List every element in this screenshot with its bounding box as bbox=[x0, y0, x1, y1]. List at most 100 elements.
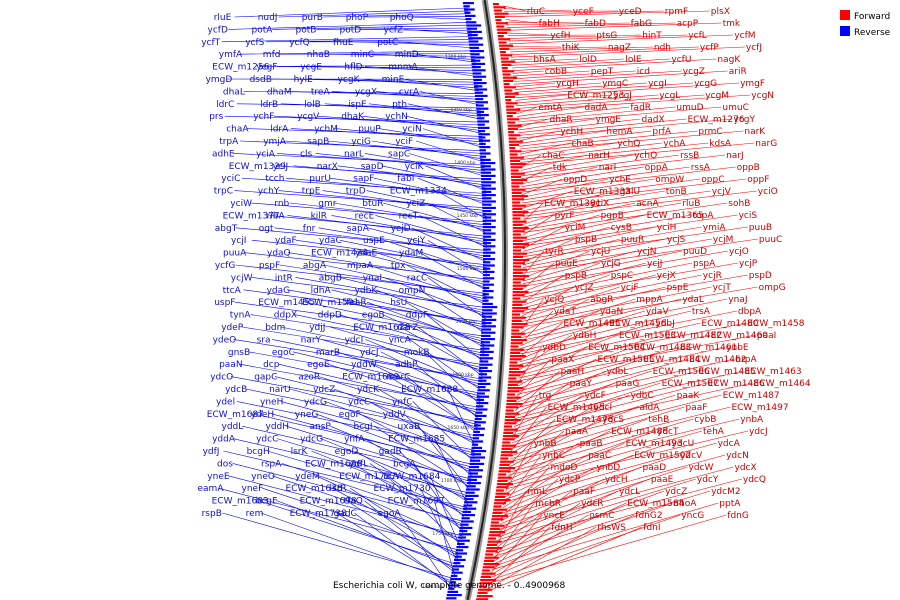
reverse-gene-mark bbox=[481, 315, 493, 318]
reverse-gene-mark bbox=[482, 283, 494, 286]
forward-connector bbox=[507, 34, 596, 36]
reverse-connector bbox=[265, 39, 473, 43]
reverse-connector bbox=[426, 314, 484, 363]
reverse-gene-label: rspB bbox=[202, 509, 222, 519]
reverse-gene-label: nudJ bbox=[258, 13, 278, 23]
reverse-gene-label: ydcJ bbox=[360, 348, 379, 358]
reverse-connector bbox=[224, 115, 482, 123]
reverse-gene-label: ECW_m1377 bbox=[223, 211, 280, 221]
forward-connector bbox=[497, 478, 696, 541]
forward-gene-mark bbox=[492, 511, 503, 514]
reverse-gene-mark bbox=[470, 56, 485, 59]
reverse-gene-mark bbox=[482, 238, 496, 241]
legend-forward-swatch bbox=[840, 10, 850, 20]
forward-gene-label: paaK bbox=[677, 391, 701, 401]
forward-connector bbox=[507, 32, 550, 36]
reverse-gene-label: fabI bbox=[397, 174, 414, 184]
reverse-gene-mark bbox=[447, 590, 459, 593]
reverse-gene-label: ychN bbox=[385, 112, 408, 122]
reverse-gene-mark bbox=[474, 421, 486, 424]
reverse-gene-mark bbox=[465, 21, 477, 24]
reverse-gene-mark bbox=[474, 88, 488, 91]
forward-connector bbox=[512, 58, 717, 71]
forward-gene-mark bbox=[494, 502, 506, 505]
reverse-connector bbox=[375, 91, 480, 103]
forward-gene-label: ariR bbox=[729, 67, 747, 77]
reverse-gene-mark bbox=[478, 130, 486, 133]
reverse-connector bbox=[382, 314, 484, 360]
reverse-gene-mark bbox=[479, 142, 486, 145]
forward-connector bbox=[519, 130, 698, 150]
reverse-gene-mark bbox=[452, 568, 459, 571]
forward-gene-label: ycfP bbox=[700, 43, 719, 53]
forward-gene-label: ydcJ bbox=[749, 427, 768, 437]
reverse-gene-mark bbox=[482, 277, 495, 280]
genome-caption: Escherichia coli W, complete genome. - 0… bbox=[333, 581, 566, 591]
forward-connector bbox=[515, 94, 613, 104]
reverse-connector bbox=[289, 202, 487, 226]
reverse-gene-mark bbox=[466, 482, 481, 485]
reverse-gene-mark bbox=[468, 40, 479, 43]
reverse-gene-mark bbox=[482, 302, 493, 305]
kbp-tick-label: 1350 kbp bbox=[451, 107, 472, 113]
reverse-connector bbox=[413, 463, 463, 534]
reverse-gene-label: ansP bbox=[310, 422, 332, 432]
reverse-gene-mark bbox=[480, 344, 495, 347]
reverse-gene-mark bbox=[466, 27, 477, 30]
forward-gene-label: yceF bbox=[573, 7, 594, 17]
reverse-gene-mark bbox=[457, 539, 470, 542]
reverse-gene-label: yncA bbox=[389, 335, 412, 345]
forward-gene-mark bbox=[505, 412, 520, 415]
reverse-gene-mark bbox=[482, 309, 493, 312]
reverse-gene-label: treA bbox=[311, 87, 331, 97]
forward-gene-label: dadX bbox=[642, 115, 665, 125]
reverse-connector bbox=[429, 475, 461, 548]
reverse-connector bbox=[228, 22, 471, 30]
reverse-connector bbox=[447, 388, 476, 448]
reverse-gene-label: ECW_m1697 bbox=[388, 497, 445, 507]
forward-gene-mark bbox=[508, 380, 523, 383]
reverse-connector bbox=[327, 363, 480, 414]
forward-gene-label: paaB bbox=[580, 439, 603, 449]
forward-gene-mark bbox=[508, 134, 521, 137]
reverse-connector bbox=[359, 413, 473, 474]
forward-gene-label: paaX bbox=[551, 355, 574, 365]
forward-connector bbox=[521, 178, 609, 198]
forward-gene-mark bbox=[507, 393, 516, 396]
forward-gene-label: ECW_m1487 bbox=[723, 391, 780, 401]
forward-connector bbox=[522, 214, 738, 247]
forward-connector bbox=[522, 178, 701, 204]
forward-gene-mark bbox=[512, 243, 529, 246]
forward-gene-label: ECW_m1505 bbox=[597, 355, 654, 365]
forward-connector bbox=[516, 106, 584, 117]
reverse-gene-mark bbox=[482, 232, 496, 235]
reverse-gene-label: yciZ bbox=[406, 199, 425, 209]
reverse-gene-mark bbox=[483, 261, 491, 264]
forward-connector bbox=[509, 406, 685, 460]
reverse-gene-label: ECW_m1688 bbox=[401, 385, 458, 395]
reverse-gene-mark bbox=[483, 267, 491, 270]
reverse-gene-mark bbox=[477, 123, 485, 126]
reverse-connector bbox=[331, 91, 480, 100]
reverse-gene-label: ydeO bbox=[213, 335, 237, 345]
forward-connector bbox=[522, 262, 693, 298]
reverse-connector bbox=[332, 487, 459, 557]
reverse-connector bbox=[337, 165, 486, 186]
forward-gene-label: paaH bbox=[561, 367, 585, 377]
forward-gene-mark bbox=[480, 575, 491, 578]
reverse-gene-label: recT bbox=[399, 211, 419, 221]
reverse-connector bbox=[354, 512, 453, 588]
forward-gene-label: yncG bbox=[681, 511, 704, 521]
forward-gene-label: ECW_m1503 bbox=[619, 331, 676, 341]
forward-gene-label: yciM bbox=[565, 223, 586, 233]
forward-gene-mark bbox=[493, 505, 502, 508]
forward-gene-label: acnA bbox=[636, 199, 659, 209]
reverse-connector bbox=[364, 438, 469, 502]
forward-gene-mark bbox=[478, 588, 493, 591]
reverse-gene-label: narZ bbox=[397, 323, 418, 333]
reverse-gene-label: rnb bbox=[274, 199, 289, 209]
reverse-gene-mark bbox=[481, 331, 496, 334]
forward-gene-label: ompG bbox=[759, 283, 786, 293]
reverse-connector bbox=[419, 215, 488, 248]
reverse-connector bbox=[374, 177, 487, 203]
